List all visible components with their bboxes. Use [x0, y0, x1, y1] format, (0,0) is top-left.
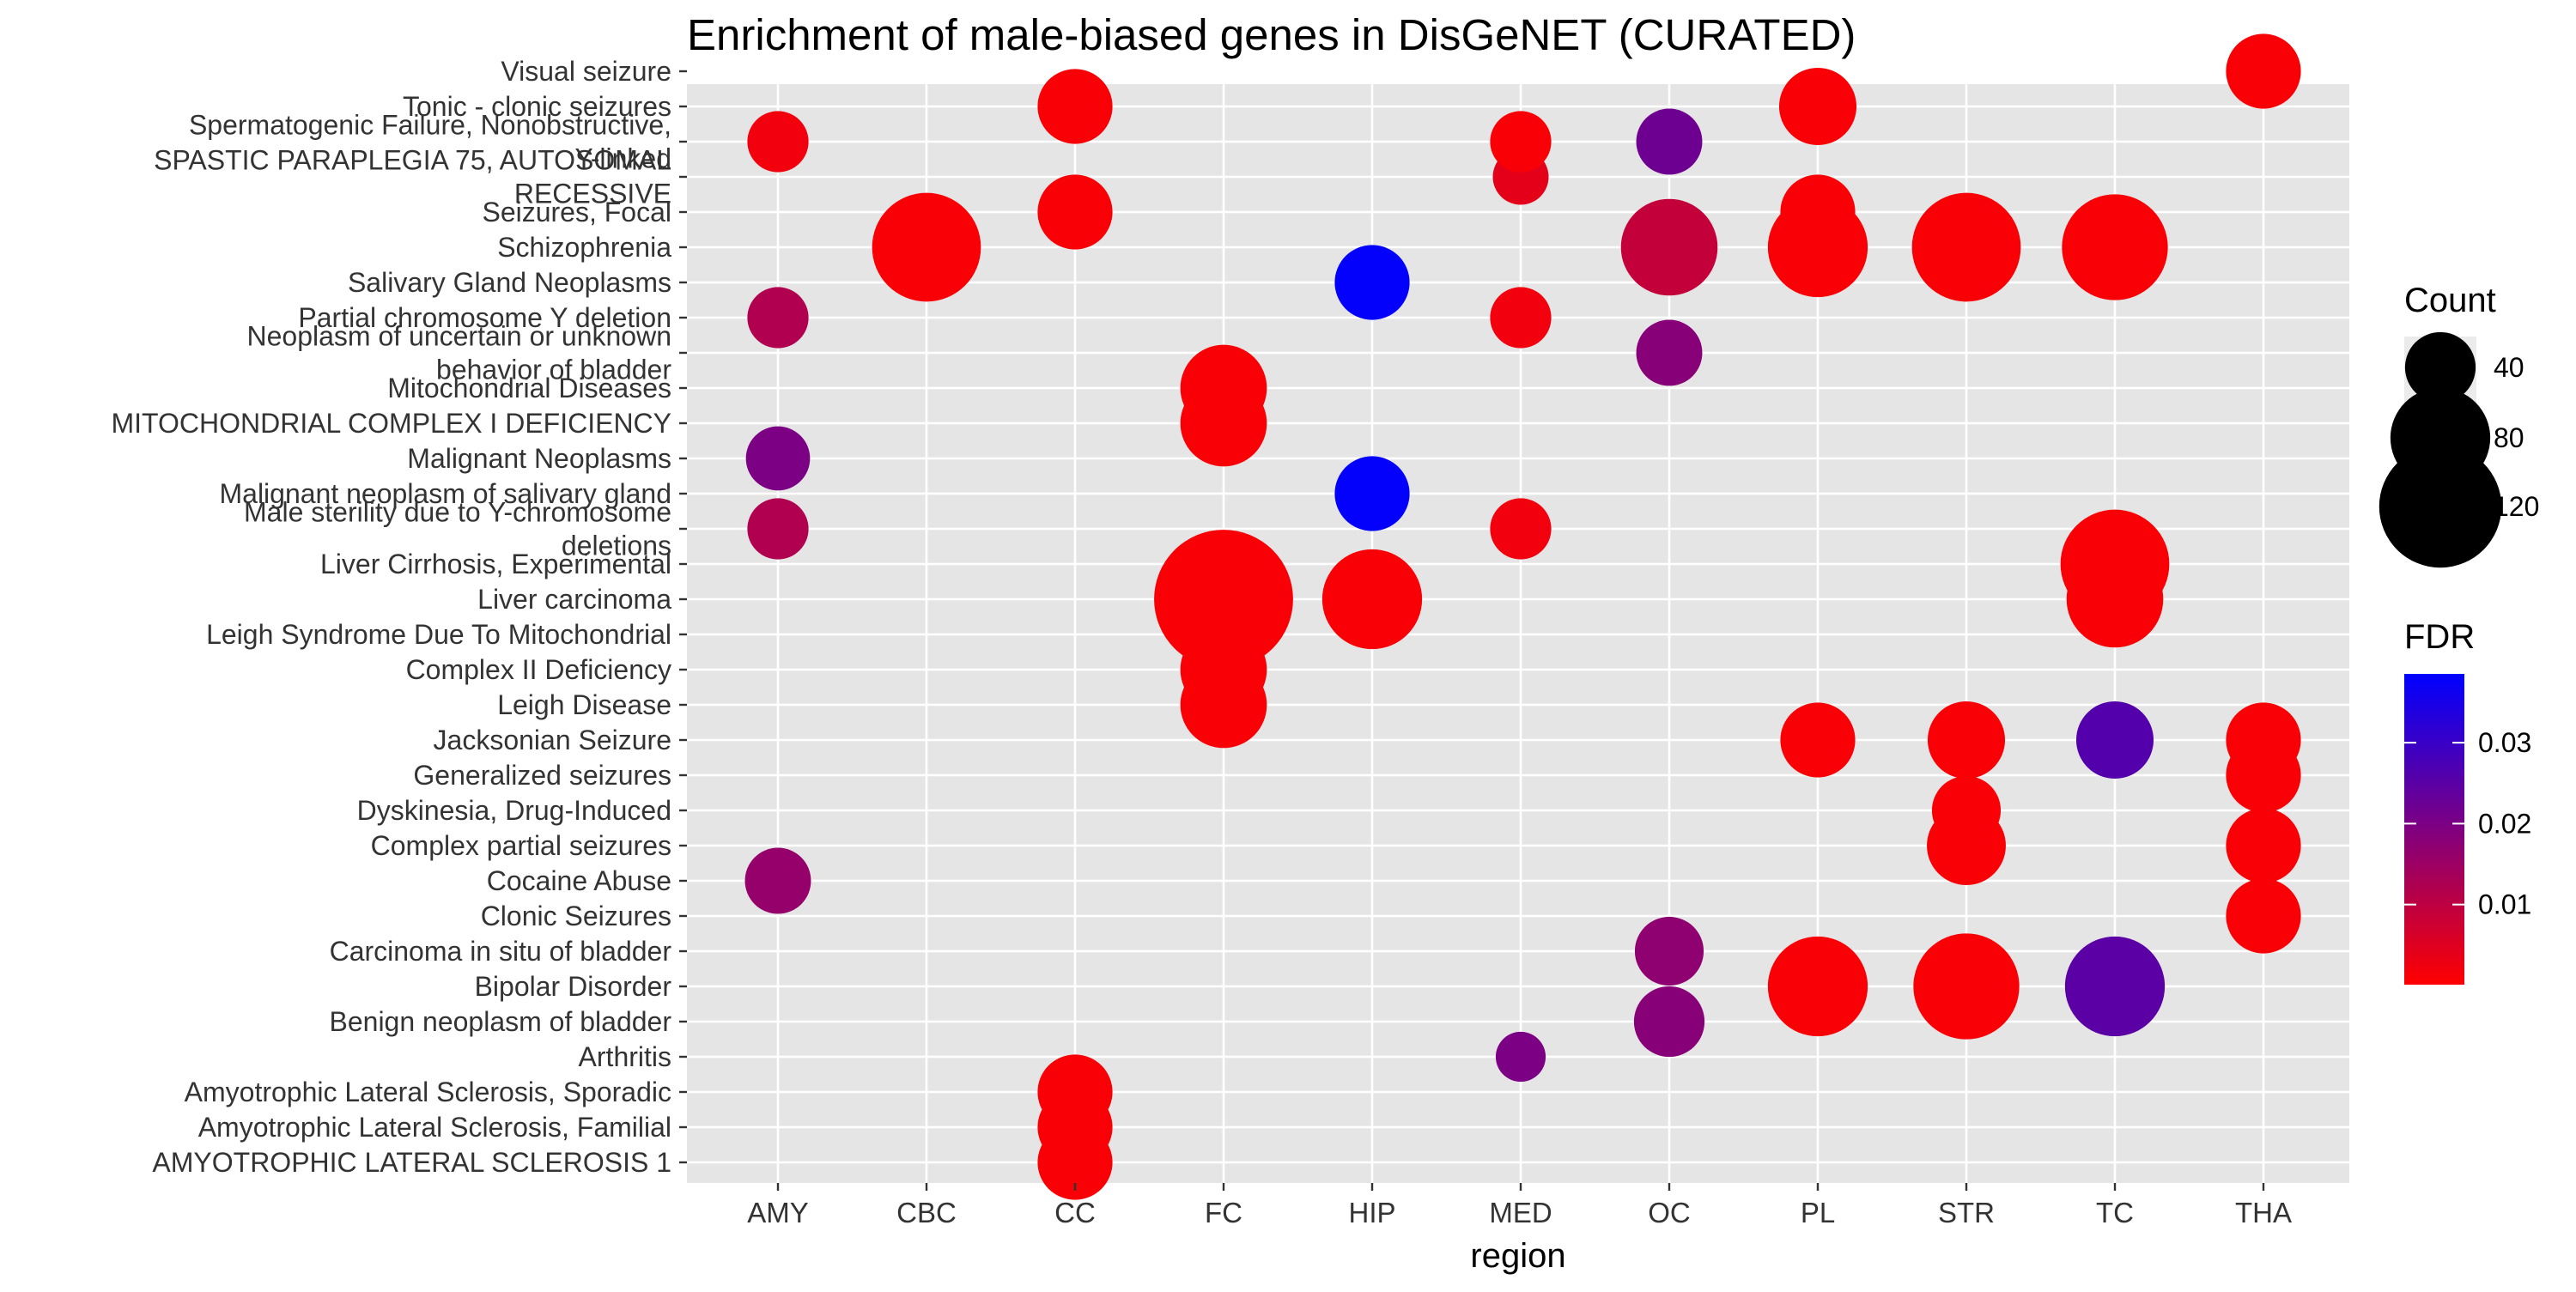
y-axis-label: Mitochondrial Diseases [387, 373, 671, 403]
size-legend-label: 40 [2494, 352, 2524, 383]
y-axis-label: Malignant Neoplasms [407, 443, 671, 474]
x-axis-label: HIP [1348, 1197, 1395, 1228]
data-point [1037, 174, 1113, 250]
size-legend: Count 40 80 120 [2379, 282, 2539, 568]
data-point [1778, 67, 1857, 146]
x-axis-label: THA [2235, 1197, 2292, 1228]
colorbar-label: 0.01 [2478, 889, 2531, 920]
data-point [1911, 192, 2021, 302]
x-axis-label: AMY [747, 1197, 809, 1228]
data-point [2060, 509, 2170, 619]
data-point [2226, 808, 2301, 883]
colorbar-label: 0.03 [2478, 727, 2531, 758]
data-point [1780, 174, 1856, 250]
data-point [1495, 1031, 1546, 1083]
data-point [1154, 530, 1293, 669]
y-axis-label: Liver carcinoma [477, 584, 671, 615]
x-axis-title: region [1470, 1237, 1565, 1275]
data-point [747, 287, 809, 349]
data-point [1780, 702, 1856, 778]
y-axis-label: Bipolar Disorder [475, 971, 672, 1002]
y-axis-label: Amyotrophic Lateral Sclerosis, Familial [198, 1112, 671, 1143]
data-point [2226, 33, 2301, 109]
size-legend-key [2404, 331, 2476, 403]
color-legend-title: FDR [2404, 618, 2475, 656]
chart-title: Enrichment of male-biased genes in DisGe… [687, 10, 1856, 59]
y-axis-label: MITOCHONDRIAL COMPLEX I DEFICIENCY [111, 408, 671, 439]
data-point [2226, 702, 2301, 778]
y-axis-label: Liver Cirrhosis, Experimental [320, 549, 671, 579]
data-point [747, 498, 809, 560]
data-point [1334, 245, 1410, 320]
y-axis-label: Complex II Deficiency [406, 654, 671, 685]
data-point [1634, 916, 1704, 986]
y-axis-label: Dyskinesia, Drug-Induced [357, 795, 671, 826]
data-point [2062, 194, 2168, 300]
data-point [2075, 701, 2154, 779]
data-point [1636, 108, 1703, 175]
y-axis-label: Partial chromosome Y deletion [298, 302, 671, 333]
y-axis-label: Salivary Gland Neoplasms [348, 267, 671, 298]
y-axis-label: Neoplasm of uncertain or unknown behavior… [247, 321, 672, 385]
data-point [1490, 287, 1552, 349]
x-axis-label: FC [1205, 1197, 1242, 1228]
data-point [1927, 701, 2006, 779]
data-point [744, 847, 811, 914]
data-point [747, 111, 809, 173]
y-axis-label: Complex partial seizures [371, 830, 671, 861]
y-axis-label: Visual seizure [501, 56, 671, 87]
x-axis-label: STR [1938, 1197, 1995, 1228]
y-axis-label: Schizophrenia [497, 232, 671, 263]
y-axis-label: Malignant neoplasm of salivary gland [219, 478, 671, 509]
y-axis-label: Carcinoma in situ of bladder [330, 936, 672, 967]
data-point [1633, 986, 1705, 1058]
y-axis-label: Benign neoplasm of bladder [330, 1006, 672, 1037]
y-axis-label: Jacksonian Seizure [434, 725, 671, 755]
y-axis-label: Tonic - clonic seizures [403, 91, 671, 122]
data-point [745, 426, 811, 491]
data-point [872, 192, 981, 302]
size-legend-title: Count [2404, 282, 2496, 319]
size-legend-label: 80 [2494, 422, 2524, 453]
y-axis-label: Amyotrophic Lateral Sclerosis, Sporadic [185, 1077, 671, 1107]
y-axis-label: Male sterility due to Y-chromosome deleti… [244, 497, 671, 561]
data-point [1931, 775, 2002, 846]
data-point [2064, 936, 2166, 1037]
data-point [1037, 69, 1113, 144]
y-axis-label: Seizures, Focal [482, 197, 671, 227]
size-legend-label: 120 [2494, 491, 2539, 522]
y-axis-label: Spermatogenic Failure, Nonobstructive, Y-… [189, 110, 671, 174]
x-axis-label: PL [1801, 1197, 1835, 1228]
x-axis-label: MED [1489, 1197, 1552, 1228]
data-point [1913, 933, 2020, 1040]
size-legend-key [2379, 445, 2502, 568]
data-point [1180, 344, 1267, 432]
y-axis-label: Generalized seizures [413, 760, 671, 791]
colorbar-label: 0.02 [2478, 808, 2531, 839]
data-point [2226, 878, 2301, 954]
x-axis-label: OC [1648, 1197, 1691, 1228]
y-axis-label: Clonic Seizures [481, 901, 671, 931]
x-axis-label: TC [2096, 1197, 2134, 1228]
y-axis-label: SPASTIC PARAPLEGIA 75, AUTOSOMAL RECESSIV… [154, 145, 671, 209]
data-point [1767, 936, 1868, 1037]
data-point [1490, 111, 1552, 173]
data-point [1037, 1054, 1113, 1130]
data-point [1636, 319, 1703, 386]
y-axis-label: AMYOTROPHIC LATERAL SCLEROSIS 1 [152, 1147, 671, 1178]
y-axis-label: Leigh Syndrome Due To Mitochondrial [206, 619, 671, 650]
data-point [1334, 456, 1410, 531]
y-axis-label: Cocaine Abuse [487, 865, 671, 896]
fdr-colorbar [2404, 674, 2464, 985]
data-point [1620, 198, 1718, 296]
data-point [1321, 549, 1423, 650]
data-point [1490, 498, 1552, 560]
color-legend: FDR 0.01 0.02 0.03 [2404, 618, 2531, 985]
y-axis-label: Arthritis [579, 1041, 671, 1072]
y-axis-label: Leigh Disease [497, 689, 671, 720]
x-axis-label: CC [1054, 1197, 1096, 1228]
x-axis-label: CBC [896, 1197, 957, 1228]
